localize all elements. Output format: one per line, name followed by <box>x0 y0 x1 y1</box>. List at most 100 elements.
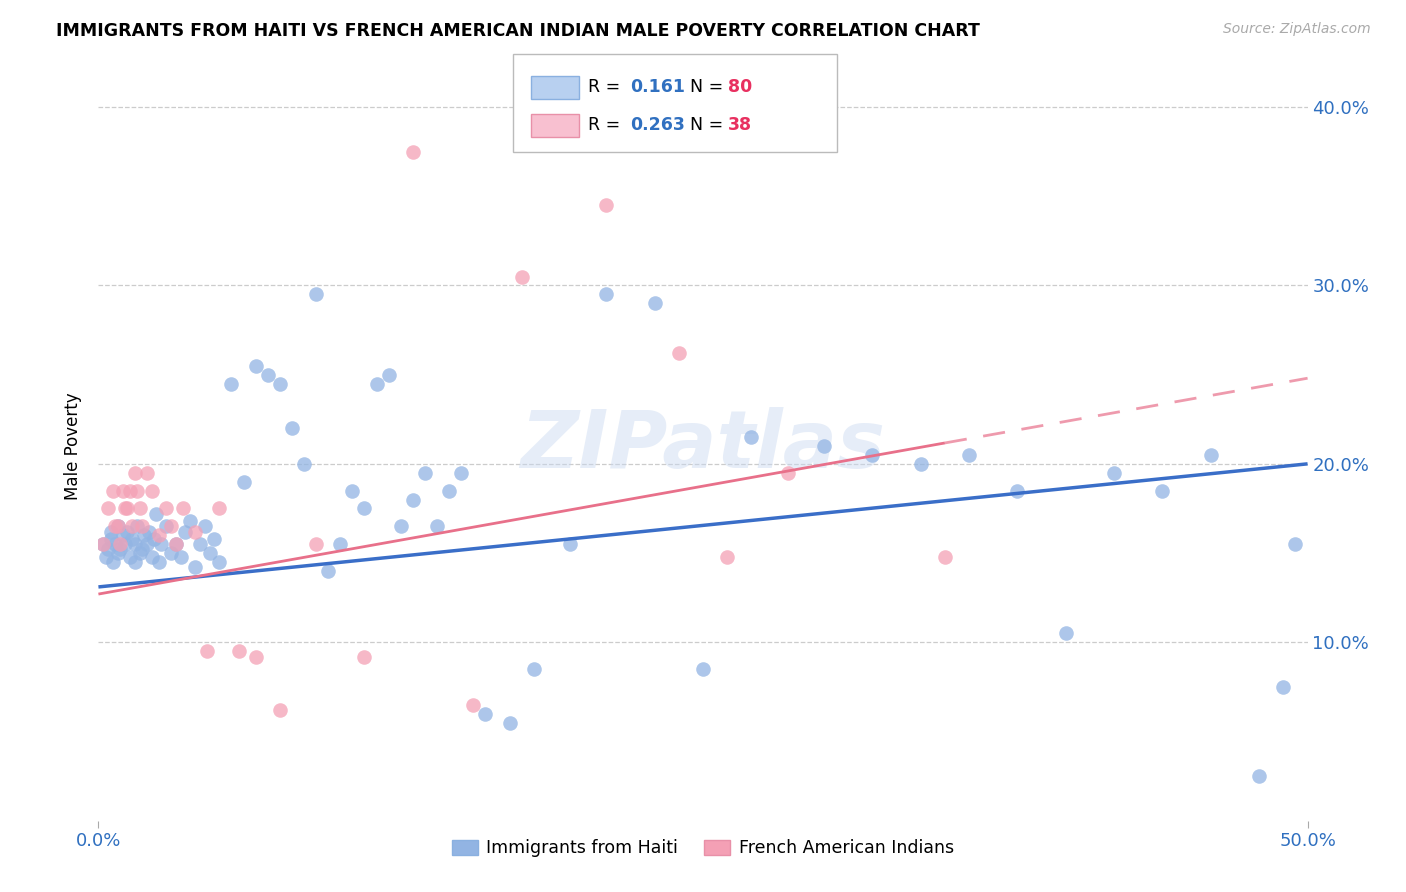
Point <box>127 483 149 498</box>
Point <box>413 466 436 480</box>
Point <box>221 376 243 391</box>
Point <box>195 644 218 658</box>
Point <box>1272 680 1295 694</box>
Point <box>121 519 143 533</box>
Point <box>292 457 315 471</box>
Text: R =: R = <box>588 78 626 95</box>
Point <box>910 457 932 471</box>
Point <box>269 703 291 717</box>
Point <box>138 524 160 539</box>
Point <box>595 198 617 212</box>
Point <box>245 649 267 664</box>
Point <box>141 483 163 498</box>
Point <box>450 466 472 480</box>
Text: N =: N = <box>679 116 728 134</box>
Point <box>813 439 835 453</box>
Point <box>437 483 460 498</box>
Point <box>100 532 122 546</box>
Point <box>118 483 141 498</box>
Point <box>107 519 129 533</box>
Point <box>256 368 278 382</box>
Text: N =: N = <box>679 78 728 95</box>
Point <box>402 492 425 507</box>
Point <box>117 524 139 539</box>
Point <box>366 376 388 391</box>
Point <box>377 368 399 382</box>
Text: 0.263: 0.263 <box>630 116 685 134</box>
Point <box>165 537 187 551</box>
Point <box>305 537 328 551</box>
Point <box>145 507 167 521</box>
Point <box>342 483 364 498</box>
Point <box>558 537 581 551</box>
Point <box>245 359 267 373</box>
Point <box>131 519 153 533</box>
Point <box>160 519 183 533</box>
Point <box>184 524 207 539</box>
Point <box>353 649 375 664</box>
Y-axis label: Male Poverty: Male Poverty <box>65 392 83 500</box>
Point <box>94 549 117 564</box>
Text: Source: ZipAtlas.com: Source: ZipAtlas.com <box>1223 22 1371 37</box>
Point <box>172 501 194 516</box>
Point <box>198 546 221 560</box>
Point <box>111 528 134 542</box>
Point <box>108 537 131 551</box>
Point <box>143 532 166 546</box>
Point <box>104 519 127 533</box>
Point <box>208 501 231 516</box>
Text: R =: R = <box>588 116 626 134</box>
Point <box>305 287 328 301</box>
Text: 0.161: 0.161 <box>630 78 685 95</box>
Text: 38: 38 <box>728 116 752 134</box>
Point <box>957 448 980 462</box>
Point <box>148 555 170 569</box>
Point <box>1152 483 1174 498</box>
Point <box>108 542 131 557</box>
Text: ZIPatlas: ZIPatlas <box>520 407 886 485</box>
Point <box>208 555 231 569</box>
Point <box>141 549 163 564</box>
Point <box>169 549 191 564</box>
Text: 80: 80 <box>728 78 752 95</box>
Point <box>316 564 339 578</box>
Point <box>91 537 114 551</box>
Point <box>692 662 714 676</box>
Point <box>595 287 617 301</box>
Point <box>104 537 127 551</box>
Point <box>124 555 146 569</box>
Point <box>127 519 149 533</box>
Point <box>160 546 183 560</box>
Point <box>426 519 449 533</box>
Point <box>174 524 197 539</box>
Point <box>101 555 124 569</box>
Legend: Immigrants from Haiti, French American Indians: Immigrants from Haiti, French American I… <box>444 832 962 864</box>
Point <box>124 537 146 551</box>
Point <box>135 466 157 480</box>
Point <box>91 537 114 551</box>
Point <box>474 706 496 721</box>
Point <box>228 644 250 658</box>
Point <box>1199 448 1222 462</box>
Point <box>716 549 738 564</box>
Point <box>194 519 217 533</box>
Point <box>668 346 690 360</box>
Point <box>179 514 201 528</box>
Point <box>111 483 134 498</box>
Point <box>150 537 173 551</box>
Point <box>131 542 153 557</box>
Point <box>1102 466 1125 480</box>
Point <box>1054 626 1077 640</box>
Point <box>1007 483 1029 498</box>
Point <box>121 532 143 546</box>
Point <box>204 532 226 546</box>
Point <box>1249 769 1271 783</box>
Point <box>135 537 157 551</box>
Point <box>148 528 170 542</box>
Point <box>740 430 762 444</box>
Point <box>117 501 139 516</box>
Point <box>97 542 120 557</box>
Point <box>776 466 799 480</box>
Point <box>463 698 485 712</box>
Point <box>510 269 533 284</box>
